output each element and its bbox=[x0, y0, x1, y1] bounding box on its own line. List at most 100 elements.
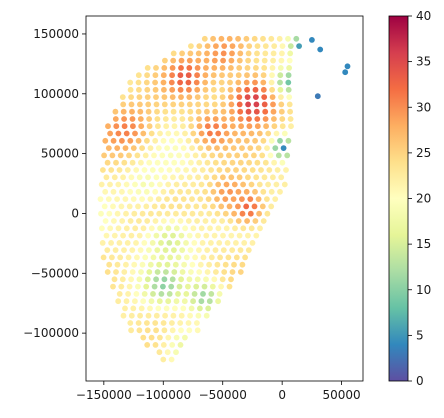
scatter-point bbox=[142, 152, 149, 159]
scatter-point bbox=[165, 334, 172, 341]
scatter-point bbox=[205, 196, 212, 203]
scatter-point bbox=[253, 108, 260, 115]
scatter-point bbox=[193, 79, 200, 86]
scatter-point bbox=[222, 196, 229, 203]
scatter-point bbox=[182, 181, 188, 188]
scatter-point bbox=[202, 79, 209, 86]
scatter-point bbox=[161, 327, 168, 334]
x-tick-label: −100000 bbox=[135, 388, 191, 402]
scatter-point bbox=[287, 108, 293, 115]
scatter-point bbox=[204, 269, 211, 275]
scatter-point bbox=[168, 283, 175, 290]
scatter-point bbox=[146, 159, 153, 166]
scatter-point bbox=[251, 203, 258, 210]
scatter-point bbox=[239, 210, 246, 217]
scatter-point bbox=[144, 342, 151, 348]
scatter-point bbox=[285, 35, 291, 42]
scatter-point bbox=[114, 145, 121, 152]
scatter-point bbox=[186, 327, 193, 334]
scatter-point bbox=[139, 196, 146, 203]
scatter-point bbox=[203, 276, 209, 283]
scatter-point bbox=[218, 137, 225, 144]
scatter-point bbox=[148, 130, 155, 137]
scatter-point bbox=[160, 356, 167, 363]
scatter-point bbox=[201, 283, 208, 290]
scatter-point bbox=[165, 298, 172, 305]
y-tick-label: 150000 bbox=[33, 27, 79, 41]
scatter-point bbox=[134, 152, 141, 159]
scatter-point bbox=[262, 43, 269, 49]
scatter-point bbox=[204, 247, 211, 254]
scatter-point bbox=[228, 65, 234, 71]
scatter-point bbox=[287, 116, 294, 122]
scatter-point bbox=[196, 159, 203, 166]
scatter-point bbox=[221, 123, 228, 130]
scatter-point bbox=[144, 86, 151, 93]
scatter-point bbox=[220, 247, 227, 254]
scatter-point bbox=[98, 210, 104, 217]
scatter-point bbox=[116, 167, 123, 173]
scatter-point bbox=[165, 130, 172, 137]
scatter-point bbox=[219, 72, 225, 79]
scatter-point bbox=[254, 116, 261, 122]
scatter-point bbox=[110, 283, 116, 290]
scatter-point bbox=[277, 72, 284, 79]
scatter-point bbox=[135, 79, 142, 86]
scatter-point bbox=[181, 210, 188, 217]
scatter-point bbox=[283, 167, 289, 173]
scatter-point bbox=[112, 108, 119, 115]
scatter-point bbox=[261, 101, 268, 108]
scatter-point bbox=[238, 123, 245, 130]
scatter-point bbox=[235, 137, 242, 144]
scatter-point bbox=[185, 203, 191, 210]
scatter-point bbox=[108, 167, 115, 173]
scatter-point bbox=[193, 188, 200, 195]
scatter-point bbox=[186, 232, 193, 239]
scatter-point bbox=[277, 137, 283, 144]
scatter-point bbox=[253, 57, 260, 64]
scatter-point bbox=[192, 152, 199, 159]
scatter-point bbox=[190, 298, 197, 305]
scatter-point bbox=[122, 145, 129, 152]
scatter-point bbox=[255, 145, 262, 152]
scatter-point bbox=[203, 174, 210, 181]
scatter-point bbox=[215, 298, 222, 305]
scatter-point bbox=[136, 327, 143, 334]
scatter-point bbox=[210, 86, 217, 93]
scatter-point bbox=[195, 174, 201, 181]
scatter-point bbox=[169, 72, 176, 79]
scatter-point bbox=[253, 232, 260, 239]
scatter-point bbox=[287, 50, 294, 57]
scatter-point bbox=[203, 101, 210, 108]
scatter-point bbox=[109, 254, 115, 261]
x-tick-label: 0 bbox=[278, 388, 286, 402]
scatter-point bbox=[246, 43, 253, 49]
scatter-point bbox=[169, 137, 175, 144]
scatter-point bbox=[189, 145, 196, 152]
scatter-point bbox=[174, 240, 181, 246]
scatter-point bbox=[279, 123, 286, 130]
scatter-point bbox=[249, 240, 256, 246]
scatter-point bbox=[254, 123, 261, 130]
scatter-point bbox=[240, 130, 247, 137]
scatter-point bbox=[119, 218, 126, 224]
scatter-point bbox=[260, 86, 267, 93]
scatter-point-outlier bbox=[317, 46, 324, 53]
scatter-point bbox=[163, 159, 169, 166]
scatter-point bbox=[245, 108, 252, 115]
scatter-point bbox=[104, 247, 111, 254]
scatter-point bbox=[264, 196, 270, 203]
scatter-point bbox=[132, 225, 139, 232]
scatter-point bbox=[141, 291, 148, 297]
scatter-point bbox=[142, 254, 149, 261]
scatter-point bbox=[207, 130, 213, 137]
scatter-point bbox=[191, 291, 198, 297]
scatter-point bbox=[252, 86, 259, 93]
scatter-point bbox=[252, 218, 259, 224]
scatter-point bbox=[268, 203, 275, 210]
scatter-point bbox=[108, 240, 114, 246]
scatter-point bbox=[130, 196, 137, 203]
scatter-point bbox=[293, 35, 300, 42]
scatter-point bbox=[152, 86, 159, 93]
scatter-point bbox=[153, 276, 160, 283]
